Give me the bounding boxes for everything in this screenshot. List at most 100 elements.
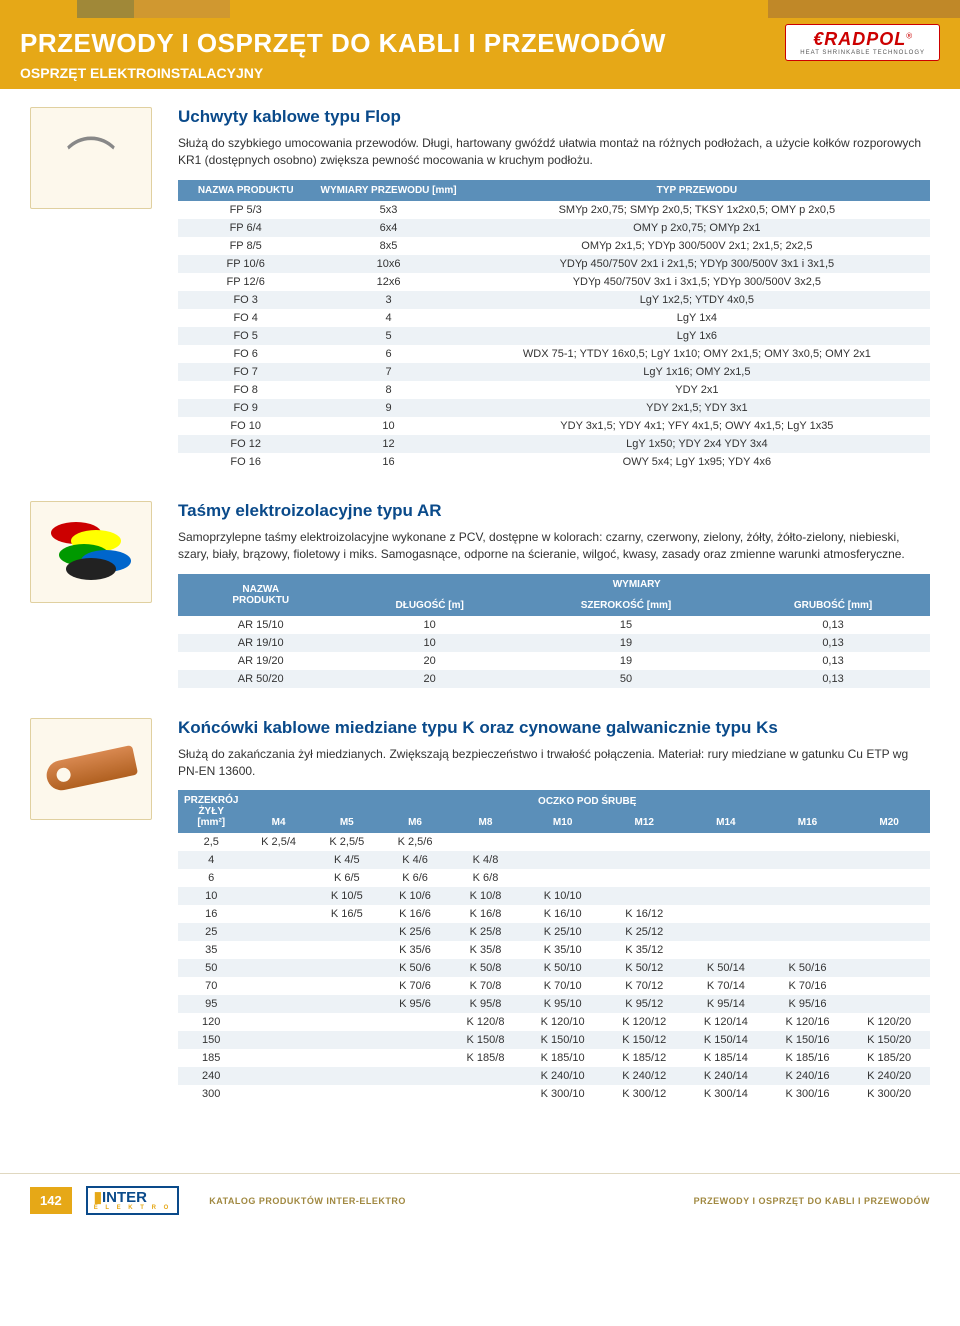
table-cell xyxy=(848,833,930,851)
table-cell: 50 xyxy=(178,959,244,977)
table-cell: K 120/20 xyxy=(848,1013,930,1031)
table-cell xyxy=(244,977,312,995)
table-cell: K 10/8 xyxy=(449,887,522,905)
table-cell: 6 xyxy=(313,345,463,363)
product-thumbnail-lug xyxy=(30,718,152,820)
table-cell: K 150/8 xyxy=(449,1031,522,1049)
table-cell xyxy=(767,905,849,923)
table-cell xyxy=(685,905,767,923)
table-cell: 10 xyxy=(343,616,515,634)
table-cell: FO 5 xyxy=(178,327,313,345)
table-cell: 0,13 xyxy=(736,634,930,652)
table-row: FO 66WDX 75-1; YTDY 16x0,5; LgY 1x10; OM… xyxy=(178,345,930,363)
table-row: FO 77LgY 1x16; OMY 2x1,5 xyxy=(178,363,930,381)
table-cell: FO 10 xyxy=(178,417,313,435)
table-header: OCZKO POD ŚRUBĘ xyxy=(244,790,930,812)
table-cell xyxy=(449,1067,522,1085)
table-cell xyxy=(244,995,312,1013)
table-row: 16K 16/5K 16/6K 16/8K 16/10K 16/12 xyxy=(178,905,930,923)
table-cell: K 150/12 xyxy=(603,1031,685,1049)
table-cell xyxy=(244,905,312,923)
header-bar: PRZEWODY I OSPRZĘT DO KABLI I PRZEWODÓW … xyxy=(0,18,960,89)
table-cell: K 4/5 xyxy=(313,851,381,869)
table-cell: K 16/6 xyxy=(381,905,449,923)
table-cell: K 240/20 xyxy=(848,1067,930,1085)
table-cell: FO 3 xyxy=(178,291,313,309)
table-row: 95K 95/6K 95/8K 95/10K 95/12K 95/14K 95/… xyxy=(178,995,930,1013)
table-row: FO 1010YDY 3x1,5; YDY 4x1; YFY 4x1,5; OW… xyxy=(178,417,930,435)
table-header: M6 xyxy=(381,812,449,834)
table-cell: K 10/5 xyxy=(313,887,381,905)
table-cell xyxy=(244,1085,312,1103)
table-cell: K 150/16 xyxy=(767,1031,849,1049)
table-header: SZEROKOŚĆ [mm] xyxy=(516,595,736,616)
table-header: WYMIARY PRZEWODU [mm] xyxy=(313,180,463,201)
table-cell xyxy=(244,869,312,887)
table-cell: AR 50/20 xyxy=(178,670,343,688)
table-cell: FP 8/5 xyxy=(178,237,313,255)
section-k: Końcówki kablowe miedziane typu K oraz c… xyxy=(30,718,930,1104)
table-cell: K 50/12 xyxy=(603,959,685,977)
table-cell: LgY 1x2,5; YTDY 4x0,5 xyxy=(464,291,930,309)
section-flop: ⌒ Uchwyty kablowe typu Flop Służą do szy… xyxy=(30,107,930,471)
table-cell: FP 10/6 xyxy=(178,255,313,273)
table-cell: K 150/20 xyxy=(848,1031,930,1049)
table-cell xyxy=(522,851,604,869)
table-header: DŁUGOŚĆ [m] xyxy=(343,595,515,616)
table-cell xyxy=(603,851,685,869)
table-row: FO 99YDY 2x1,5; YDY 3x1 xyxy=(178,399,930,417)
table-cell: FO 8 xyxy=(178,381,313,399)
table-cell: FO 7 xyxy=(178,363,313,381)
table-cell xyxy=(522,833,604,851)
table-cell: 10 xyxy=(313,417,463,435)
table-cell xyxy=(244,1067,312,1085)
table-cell: K 4/6 xyxy=(381,851,449,869)
table-cell xyxy=(313,941,381,959)
table-cell xyxy=(381,1049,449,1067)
tape-icon xyxy=(51,522,131,582)
table-row: AR 15/1010150,13 xyxy=(178,616,930,634)
table-cell: K 95/16 xyxy=(767,995,849,1013)
copper-lug-icon xyxy=(44,745,138,793)
table-row: 70K 70/6K 70/8K 70/10K 70/12K 70/14K 70/… xyxy=(178,977,930,995)
table-cell: WDX 75-1; YTDY 16x0,5; LgY 1x10; OMY 2x1… xyxy=(464,345,930,363)
table-row: 150K 150/8K 150/10K 150/12K 150/14K 150/… xyxy=(178,1031,930,1049)
table-cell: K 120/14 xyxy=(685,1013,767,1031)
table-row: AR 19/2020190,13 xyxy=(178,652,930,670)
table-cell: K 95/12 xyxy=(603,995,685,1013)
section-desc: Samoprzylepne taśmy elektroizolacyjne wy… xyxy=(178,529,930,564)
table-cell: 8x5 xyxy=(313,237,463,255)
table-cell: 19 xyxy=(516,634,736,652)
table-cell: K 150/10 xyxy=(522,1031,604,1049)
table-cell: K 10/6 xyxy=(381,887,449,905)
section-desc: Służą do zakańczania żył miedzianych. Zw… xyxy=(178,746,930,781)
table-cell: K 50/8 xyxy=(449,959,522,977)
table-header: M12 xyxy=(603,812,685,834)
table-row: 35K 35/6K 35/8K 35/10K 35/12 xyxy=(178,941,930,959)
table-header: M20 xyxy=(848,812,930,834)
table-cell: 0,13 xyxy=(736,652,930,670)
table-cell xyxy=(685,869,767,887)
footer-catalog-label: KATALOG PRODUKTÓW INTER-ELEKTRO xyxy=(209,1196,406,1206)
table-cell: K 4/8 xyxy=(449,851,522,869)
table-cell: K 185/20 xyxy=(848,1049,930,1067)
table-cell xyxy=(767,833,849,851)
section-desc: Służą do szybkiego umocowania przewodów.… xyxy=(178,135,930,170)
table-header: M8 xyxy=(449,812,522,834)
table-row: 6K 6/5K 6/6K 6/8 xyxy=(178,869,930,887)
table-cell xyxy=(603,833,685,851)
brand-badge: €RADPOL® HEAT SHRINKABLE TECHNOLOGY xyxy=(785,24,940,61)
table-cell: 50 xyxy=(516,670,736,688)
table-header: WYMIARY xyxy=(343,574,930,595)
table-cell: 0,13 xyxy=(736,670,930,688)
table-cell: FP 6/4 xyxy=(178,219,313,237)
table-cell xyxy=(848,977,930,995)
table-cell xyxy=(381,1067,449,1085)
table-cell: K 300/10 xyxy=(522,1085,604,1103)
table-header: NAZWA PRODUKTU xyxy=(178,574,343,616)
table-cell xyxy=(313,959,381,977)
table-cell: 70 xyxy=(178,977,244,995)
table-header: TYP PRZEWODU xyxy=(464,180,930,201)
table-header: GRUBOŚĆ [mm] xyxy=(736,595,930,616)
table-cell: K 240/16 xyxy=(767,1067,849,1085)
